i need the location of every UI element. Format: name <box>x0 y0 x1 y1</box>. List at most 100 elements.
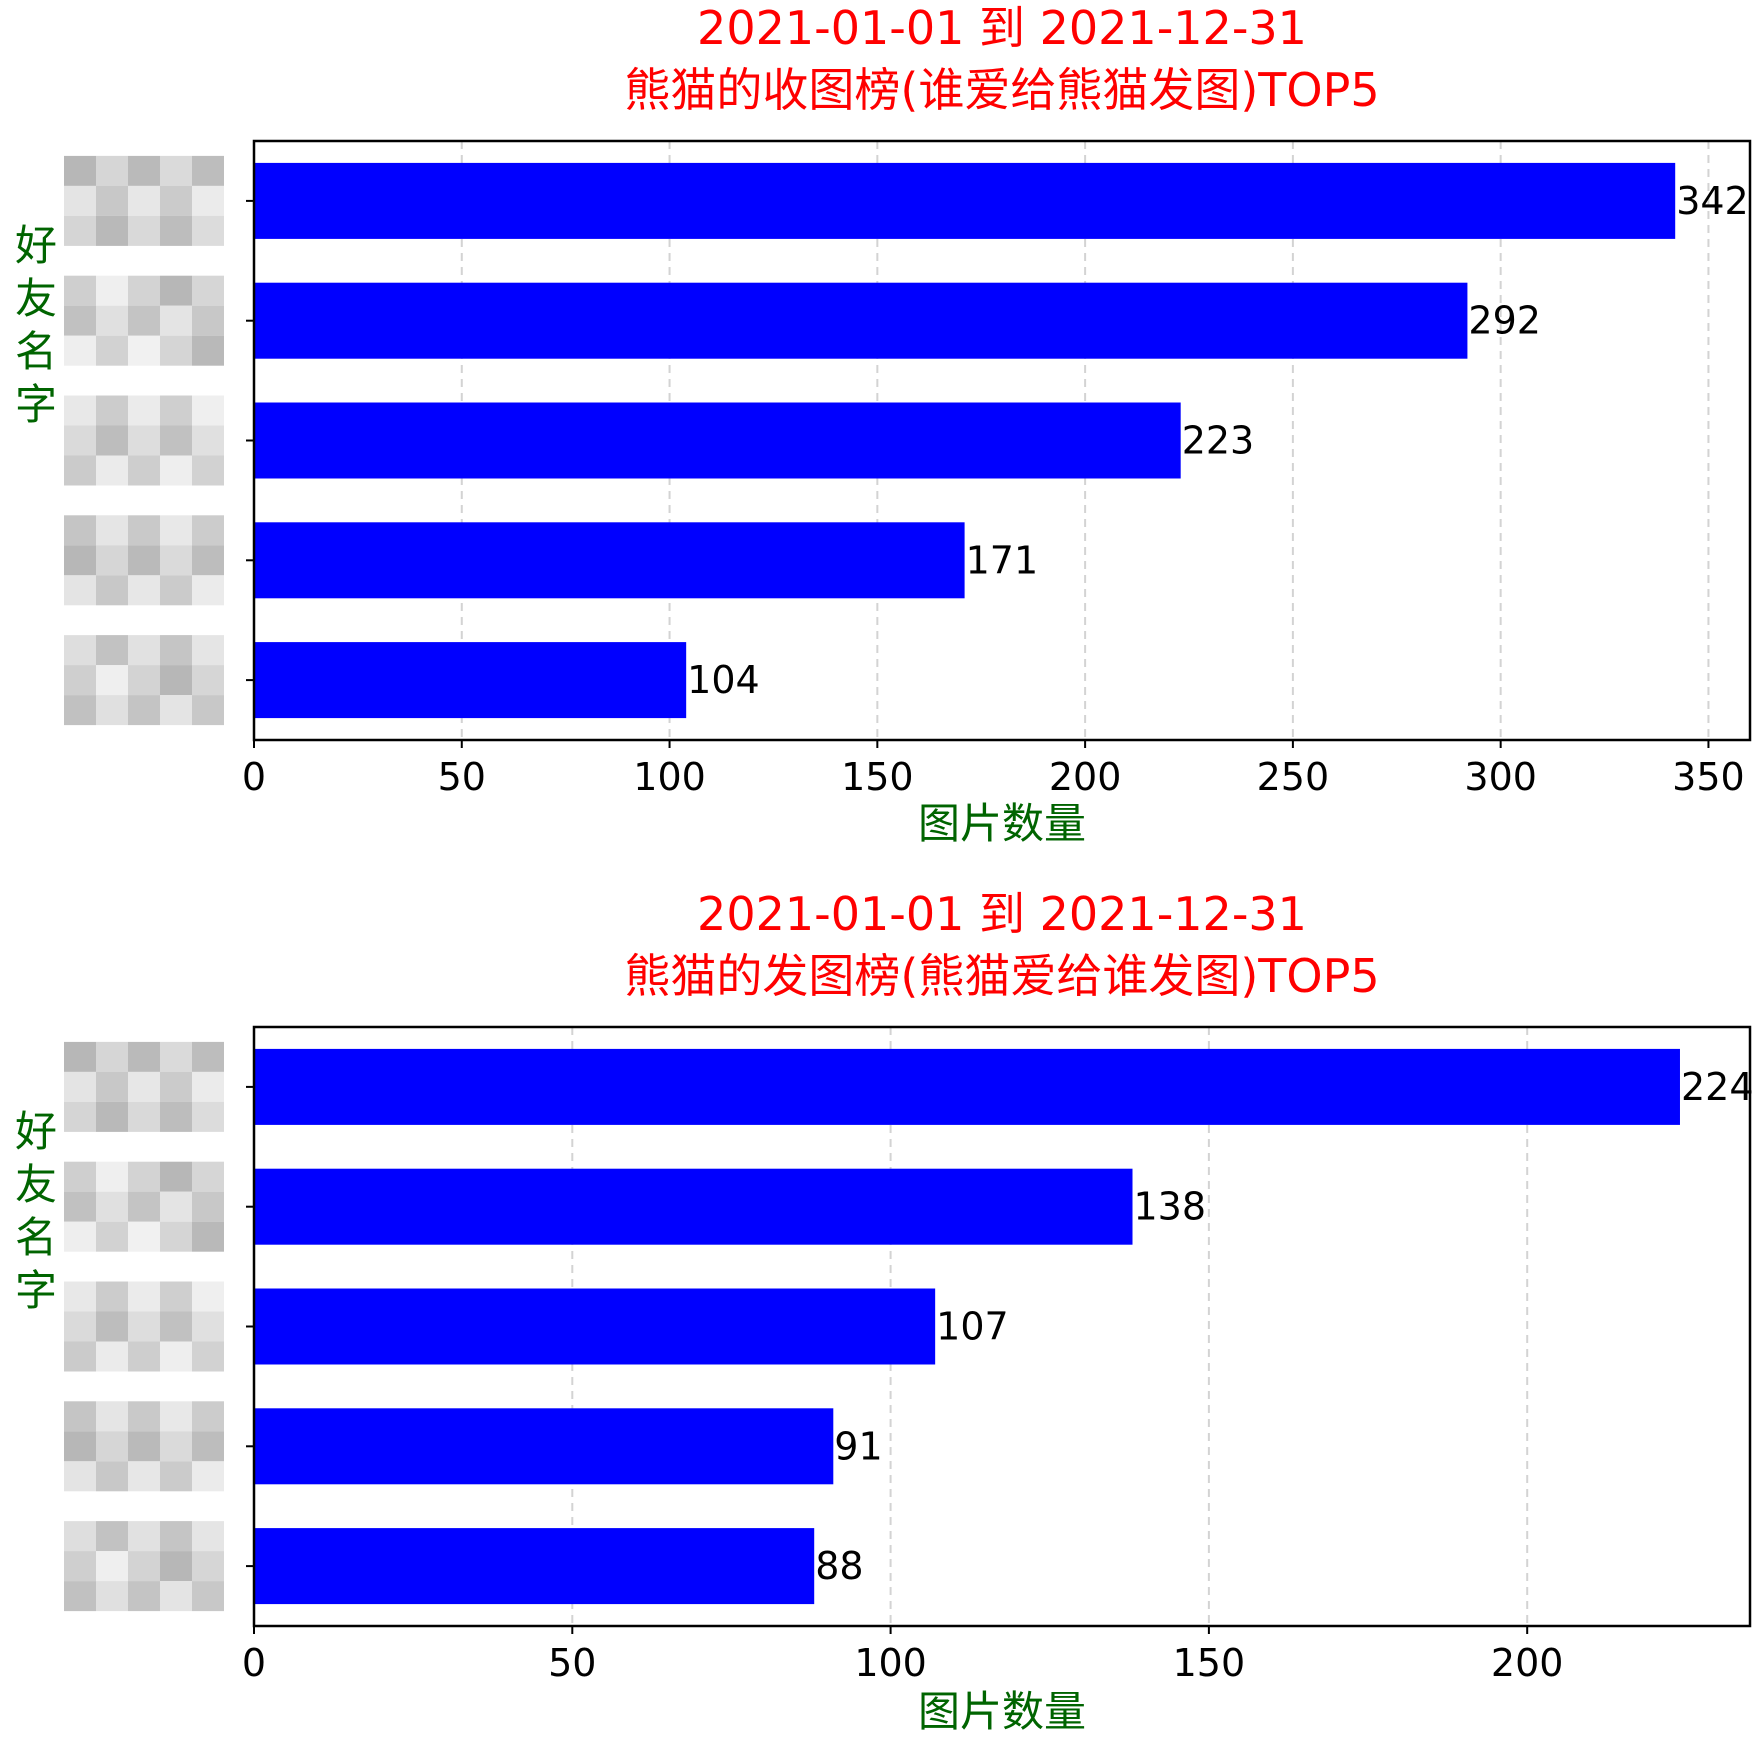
pixel-block <box>160 1101 192 1132</box>
pixel-block <box>64 1401 96 1432</box>
pixel-block <box>160 1461 192 1492</box>
bar <box>254 402 1181 479</box>
bar <box>254 1528 815 1605</box>
plot-frame <box>252 1025 1752 1628</box>
pixel-block <box>64 1221 96 1252</box>
pixel-block <box>192 1161 224 1192</box>
pixel-block <box>160 1431 192 1462</box>
pixel-block <box>192 305 224 336</box>
pixel-block <box>64 1101 96 1132</box>
pixel-block <box>128 1101 160 1132</box>
bar <box>254 282 1468 359</box>
pixel-block <box>192 1071 224 1102</box>
bar-value-label: 292 <box>1468 299 1541 343</box>
pixel-block <box>160 1581 192 1612</box>
pixel-block <box>160 1041 192 1072</box>
pixel-block <box>96 1101 128 1132</box>
pixel-block <box>160 275 192 306</box>
pixel-block <box>128 185 160 216</box>
pixel-block <box>96 155 128 186</box>
pixel-block <box>128 515 160 546</box>
pixel-block <box>160 1401 192 1432</box>
pixel-block <box>192 215 224 246</box>
pixel-block <box>160 1161 192 1192</box>
pixel-block <box>160 305 192 336</box>
pixel-block <box>96 545 128 576</box>
bar-value-label: 171 <box>966 538 1039 582</box>
blurred-category-label <box>64 1521 224 1612</box>
pixel-block <box>160 545 192 576</box>
pixel-block <box>64 185 96 216</box>
bar-value-label: 224 <box>1681 1065 1754 1109</box>
pixel-block <box>96 455 128 486</box>
x-tick-label: 0 <box>242 755 266 799</box>
pixel-block <box>96 1221 128 1252</box>
pixel-block <box>160 1521 192 1552</box>
pixel-block <box>96 305 128 336</box>
pixel-block <box>64 1311 96 1342</box>
pixel-block <box>192 455 224 486</box>
x-tick-label: 350 <box>1672 755 1745 799</box>
pixel-block <box>64 275 96 306</box>
pixel-block <box>128 1551 160 1582</box>
pixel-block <box>128 425 160 456</box>
x-tick-label: 150 <box>841 755 914 799</box>
pixel-block <box>64 545 96 576</box>
pixel-block <box>128 1521 160 1552</box>
pixel-block <box>96 1311 128 1342</box>
chart-title-line: 2021-01-01 到 2021-12-31 <box>697 887 1307 941</box>
pixel-block <box>128 575 160 606</box>
pixel-block <box>64 425 96 456</box>
pixel-block <box>64 1161 96 1192</box>
pixel-block <box>160 1191 192 1222</box>
bar-value-label: 88 <box>815 1544 863 1588</box>
pixel-block <box>160 1281 192 1312</box>
pixel-block <box>192 395 224 426</box>
chart-svg-sent: 2021-01-01 到 2021-12-31 熊猫的发图榜(熊猫爱给谁发图)TO… <box>15 887 1754 1736</box>
x-tick-label: 100 <box>854 1641 927 1685</box>
pixel-block <box>192 635 224 666</box>
pixel-block <box>96 425 128 456</box>
blurred-category-label <box>64 275 224 366</box>
pixel-block <box>160 695 192 726</box>
x-tick-label: 200 <box>1491 1641 1564 1685</box>
pixel-block <box>160 1551 192 1582</box>
pixel-block <box>96 665 128 696</box>
pixel-block <box>128 215 160 246</box>
pixel-block <box>192 695 224 726</box>
pixel-block <box>64 1191 96 1222</box>
pixel-block <box>192 545 224 576</box>
pixel-block <box>160 1311 192 1342</box>
pixel-block <box>192 575 224 606</box>
x-tick-label: 150 <box>1173 1641 1246 1685</box>
pixel-block <box>128 335 160 366</box>
pixel-block <box>128 1461 160 1492</box>
pixel-block <box>96 215 128 246</box>
pixel-block <box>96 1461 128 1492</box>
pixel-block <box>96 185 128 216</box>
pixel-block <box>64 305 96 336</box>
pixel-block <box>192 1041 224 1072</box>
x-tick-label: 100 <box>633 755 706 799</box>
chart-svg-received: 2021-01-01 到 2021-12-31 熊猫的收图榜(谁爱给熊猫发图)TO… <box>15 1 1752 848</box>
pixel-block <box>64 1071 96 1102</box>
blurred-category-label <box>64 1041 224 1132</box>
pixel-block <box>192 1221 224 1252</box>
pixel-block <box>192 1521 224 1552</box>
pixel-block <box>96 1161 128 1192</box>
pixel-block <box>96 395 128 426</box>
pixel-block <box>128 1221 160 1252</box>
pixel-block <box>160 1071 192 1102</box>
pixel-block <box>96 1341 128 1372</box>
bar-value-label: 91 <box>834 1424 882 1468</box>
pixel-block <box>128 1191 160 1222</box>
pixel-block <box>64 155 96 186</box>
pixel-block <box>160 515 192 546</box>
blurred-category-label <box>64 155 224 246</box>
pixel-block <box>64 635 96 666</box>
pixel-block <box>192 515 224 546</box>
pixel-block <box>128 395 160 426</box>
pixel-block <box>160 575 192 606</box>
bar <box>254 1288 936 1365</box>
x-tick-label: 0 <box>242 1641 266 1685</box>
